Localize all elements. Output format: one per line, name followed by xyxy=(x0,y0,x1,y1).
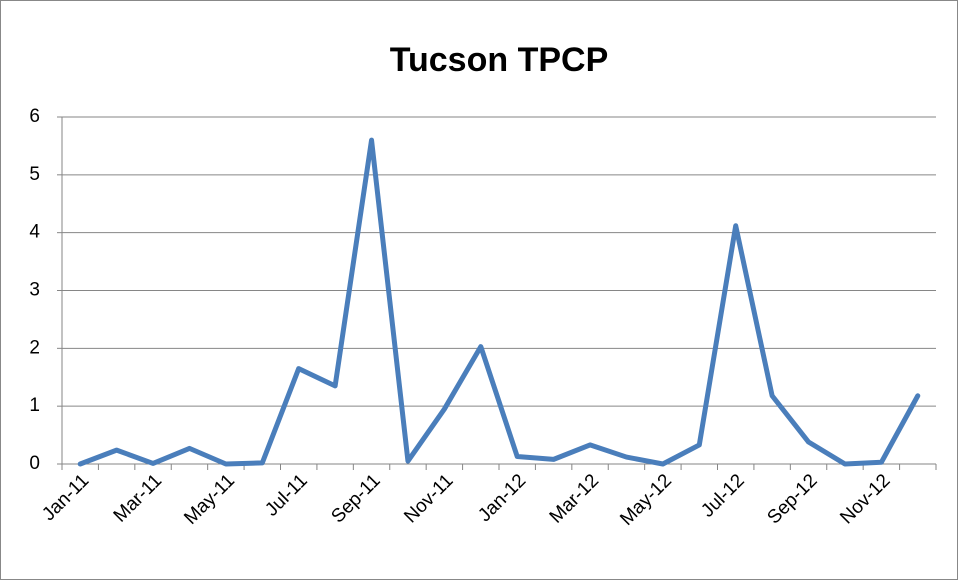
line-series xyxy=(77,137,921,467)
y-tick-label: 4 xyxy=(29,222,40,243)
y-tick-label: 6 xyxy=(29,106,40,127)
y-tick-label: 0 xyxy=(29,453,40,474)
chart-title: Tucson TPCP xyxy=(390,41,609,79)
y-tick-label: 5 xyxy=(29,164,40,185)
y-tick-label: 3 xyxy=(29,280,40,301)
y-tick-label: 1 xyxy=(29,395,40,416)
y-tick-label: 2 xyxy=(29,337,40,358)
